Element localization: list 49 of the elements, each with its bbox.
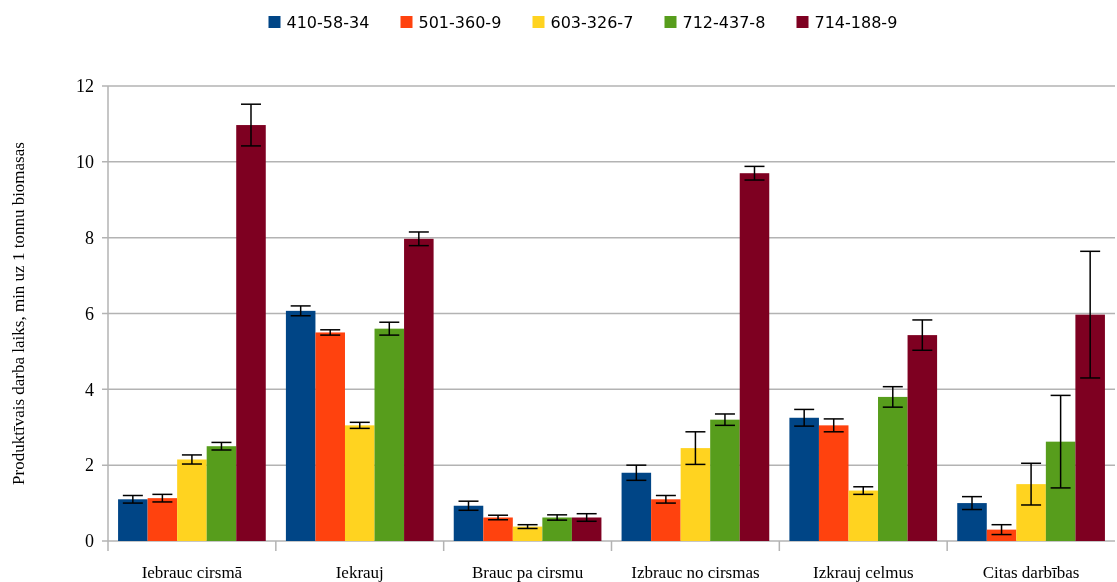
bar: [957, 503, 987, 541]
bar: [651, 499, 681, 541]
y-tick-label: 12: [76, 76, 94, 97]
bar: [344, 425, 375, 541]
bar: [118, 499, 148, 541]
legend-label: 501-360-9: [418, 12, 502, 32]
bar: [789, 417, 819, 541]
bar: [680, 448, 711, 541]
y-tick-label: 6: [85, 303, 94, 324]
bar: [483, 517, 513, 541]
bar: [571, 517, 602, 541]
y-tick-label: 0: [85, 531, 94, 552]
bar: [1045, 441, 1076, 541]
y-axis-title: Produktīvais darba laiks, min uz 1 tonnu biomasas: [9, 142, 28, 485]
bar: [512, 526, 543, 541]
bar: [404, 238, 434, 541]
x-tick-label: Citas darbības: [982, 563, 1080, 582]
bar: [147, 498, 178, 541]
y-tick-label: 2: [85, 455, 94, 476]
x-tick-label: Iekrauj: [335, 563, 384, 582]
bar: [878, 396, 908, 541]
x-tick-label: Izkrauj celmus: [812, 563, 914, 582]
bar: [739, 173, 770, 541]
y-tick-label: 10: [76, 152, 94, 173]
y-tick-label: 8: [85, 227, 94, 248]
bar: [285, 310, 316, 541]
bar: [1016, 484, 1046, 541]
y-tick-label: 4: [85, 379, 94, 400]
legend-label: 714-188-9: [814, 12, 898, 32]
x-tick-label: Brauc pa cirsmu: [471, 563, 584, 582]
legend-label: 410-58-34: [286, 12, 370, 32]
bar: [621, 472, 652, 541]
bar: [848, 490, 879, 541]
legend-label: 603-326-7: [550, 12, 634, 32]
bar: [453, 505, 484, 541]
bar: [710, 419, 740, 541]
x-tick-label: Izbrauc no cirsmas: [631, 563, 760, 582]
bar: [315, 332, 345, 541]
bar: [542, 517, 572, 541]
bar: [206, 446, 237, 541]
bar: [818, 425, 849, 541]
bar: [907, 335, 938, 541]
bar: [236, 125, 266, 541]
bar: [986, 529, 1017, 541]
bar: [1075, 314, 1105, 541]
x-tick-label: Iebrauc cirsmā: [141, 563, 243, 582]
bar: [177, 459, 207, 541]
legend-label: 712-437-8: [682, 12, 766, 32]
bar: [374, 328, 405, 541]
